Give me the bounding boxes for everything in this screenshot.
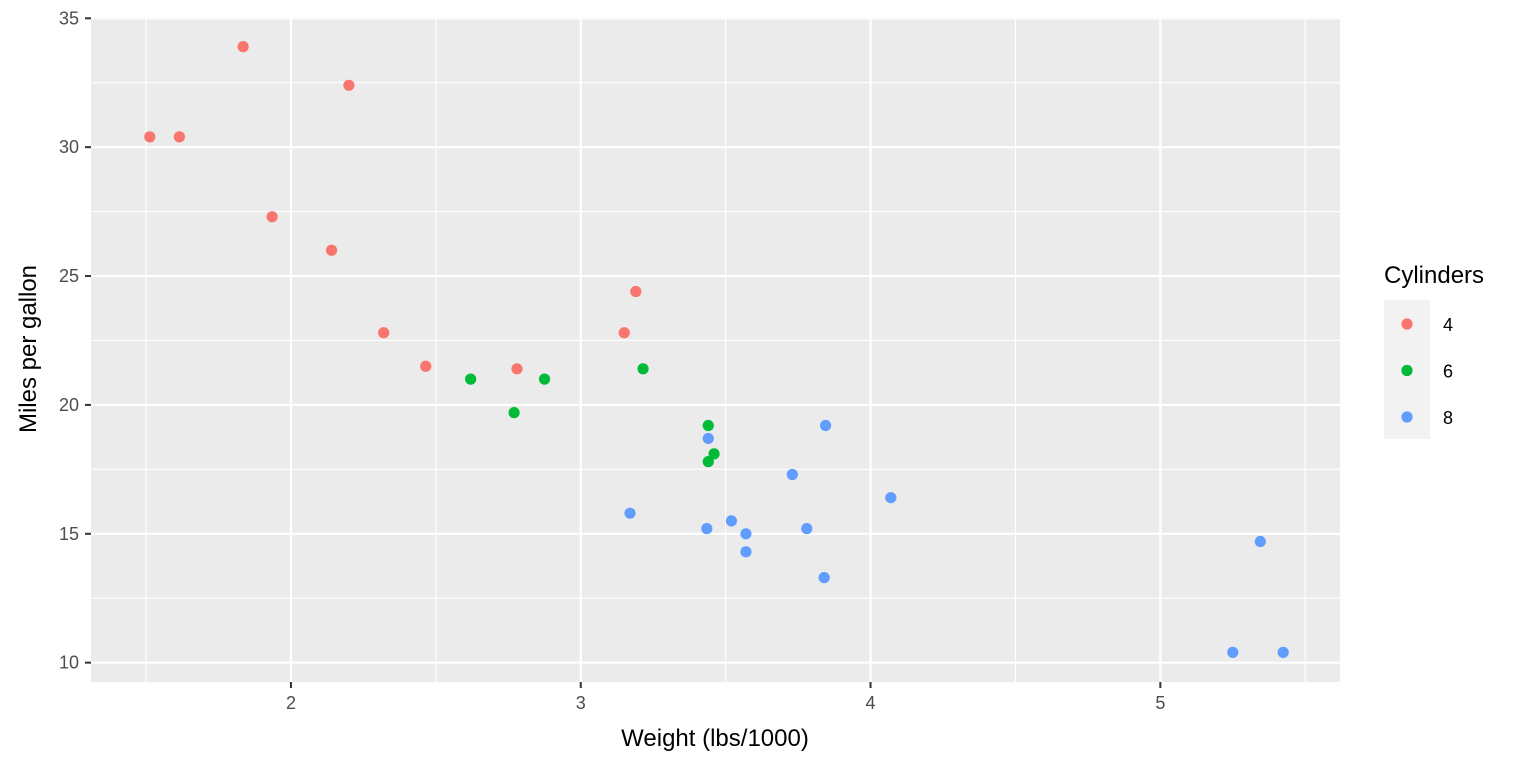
data-point-cyl-4: [325, 244, 338, 256]
data-point-cyl-8: [701, 523, 713, 535]
data-point-cyl-8: [624, 507, 636, 519]
legend-key-cyl-6: [1401, 364, 1413, 377]
legend-title: Cylinders: [1384, 262, 1484, 289]
data-point-cyl-8: [801, 523, 813, 535]
data-point-cyl-8: [1254, 535, 1266, 548]
y-tick-label: 15: [59, 524, 79, 544]
data-point-cyl-6: [702, 419, 714, 432]
x-tick-label: 3: [576, 693, 586, 713]
data-point-cyl-4: [144, 131, 156, 143]
y-tick-label: 10: [59, 653, 79, 673]
data-point-cyl-6: [708, 448, 720, 460]
data-point-cyl-4: [630, 285, 642, 298]
data-point-cyl-8: [1277, 646, 1289, 658]
x-axis: 2 3 4 5: [286, 682, 1165, 713]
y-tick-label: 25: [59, 266, 79, 286]
x-tick-label: 2: [286, 693, 296, 713]
data-point-cyl-4: [266, 211, 278, 223]
y-axis: 10 15 20 25 30 35: [59, 8, 91, 673]
data-point-cyl-4: [343, 79, 355, 91]
data-point-cyl-8: [885, 492, 897, 504]
data-point-cyl-6: [637, 363, 649, 375]
data-points: [144, 41, 1289, 658]
legend-items: 4 6 8: [1401, 315, 1453, 428]
data-point-cyl-4: [237, 41, 249, 53]
y-tick-label: 30: [59, 137, 79, 157]
data-point-cyl-8: [786, 468, 798, 481]
data-point-cyl-4: [511, 363, 523, 375]
x-tick-label: 5: [1155, 693, 1165, 713]
data-point-cyl-4: [618, 327, 630, 339]
minor-gridlines: [91, 17, 1340, 682]
data-point-cyl-8: [740, 528, 752, 540]
data-point-cyl-4: [378, 327, 390, 339]
y-axis-title: Miles per gallon: [15, 265, 42, 433]
legend-label-cyl-6: 6: [1443, 362, 1453, 382]
legend-key-cyl-8: [1401, 411, 1413, 423]
data-point-cyl-8: [1227, 646, 1239, 658]
data-point-cyl-6: [508, 407, 520, 419]
data-point-cyl-8: [702, 432, 714, 445]
data-point-cyl-4: [420, 360, 432, 372]
data-point-cyl-4: [173, 131, 185, 143]
data-point-cyl-8: [818, 572, 830, 584]
y-tick-label: 35: [59, 8, 79, 28]
legend-label-cyl-8: 8: [1443, 408, 1453, 428]
data-point-cyl-6: [538, 373, 551, 385]
legend-label-cyl-4: 4: [1443, 315, 1453, 335]
plot-panel: [91, 17, 1340, 682]
x-tick-label: 4: [866, 693, 876, 713]
data-point-cyl-8: [820, 419, 832, 432]
legend: Cylinders 4 6 8: [1384, 262, 1484, 439]
major-gridlines: [91, 17, 1340, 682]
data-point-cyl-8: [740, 546, 752, 558]
data-point-cyl-6: [702, 456, 714, 468]
data-point-cyl-6: [465, 373, 477, 385]
data-point-cyl-8: [725, 515, 738, 527]
legend-key-cyl-4: [1401, 318, 1413, 330]
y-tick-label: 20: [59, 395, 79, 415]
x-axis-title: Weight (lbs/1000): [621, 725, 809, 752]
